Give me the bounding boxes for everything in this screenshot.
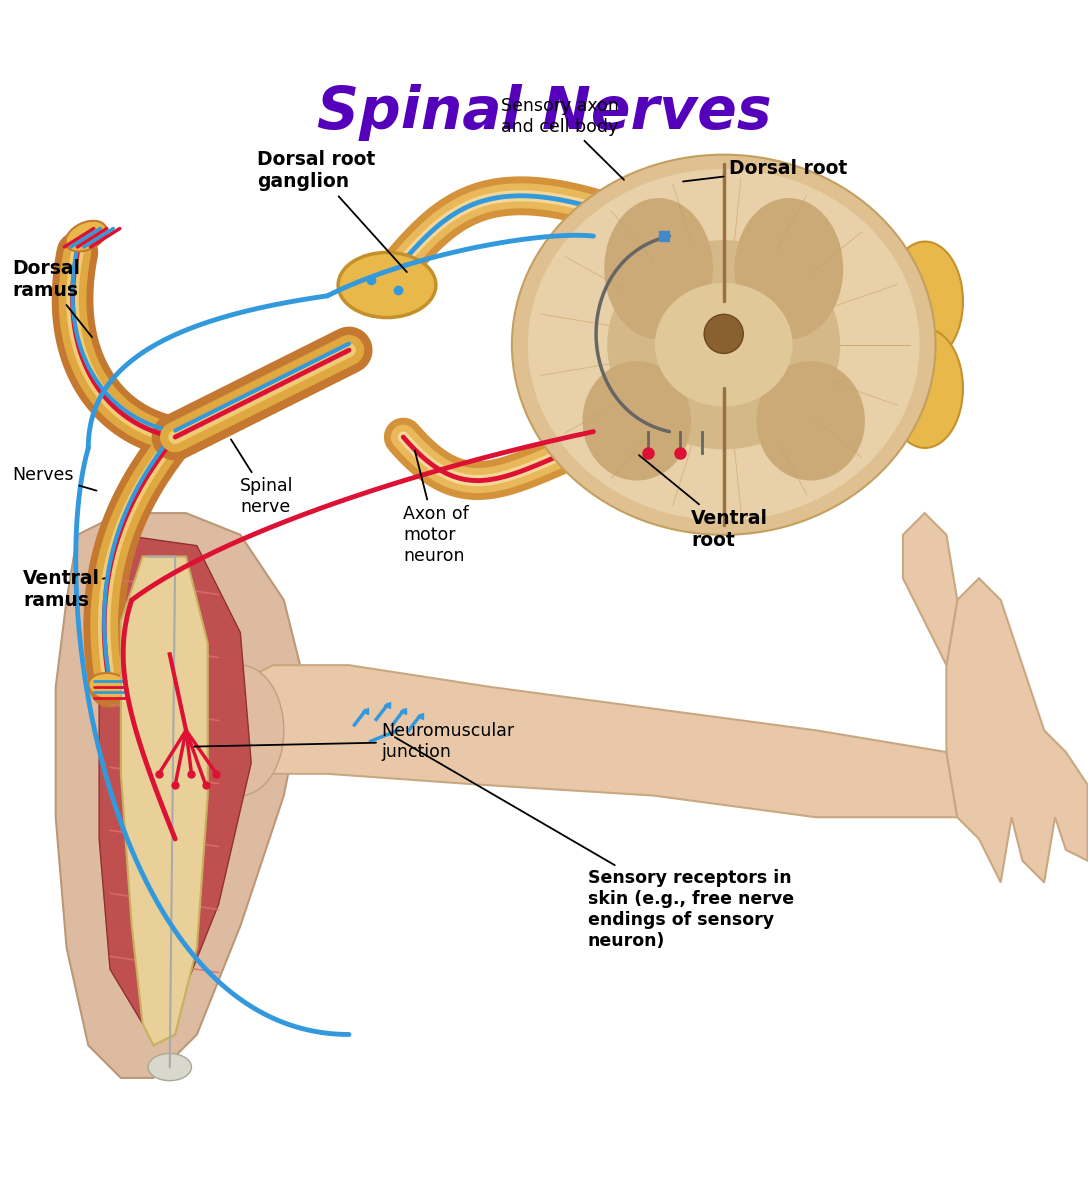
Circle shape bbox=[705, 314, 744, 354]
Ellipse shape bbox=[757, 361, 865, 480]
Ellipse shape bbox=[886, 329, 963, 448]
Text: Dorsal root: Dorsal root bbox=[683, 160, 847, 181]
Ellipse shape bbox=[512, 155, 935, 535]
Text: Ventral
root: Ventral root bbox=[639, 455, 768, 550]
Ellipse shape bbox=[604, 198, 713, 340]
Text: Dorsal
ramus: Dorsal ramus bbox=[12, 259, 91, 337]
Text: Nerves: Nerves bbox=[12, 466, 97, 491]
Ellipse shape bbox=[654, 283, 793, 407]
Ellipse shape bbox=[65, 221, 107, 252]
Ellipse shape bbox=[338, 252, 436, 318]
Text: Dorsal root
ganglion: Dorsal root ganglion bbox=[257, 150, 407, 272]
Polygon shape bbox=[99, 535, 252, 1024]
Ellipse shape bbox=[148, 1054, 192, 1081]
Ellipse shape bbox=[735, 198, 843, 340]
Ellipse shape bbox=[886, 241, 963, 361]
Polygon shape bbox=[903, 514, 957, 665]
Ellipse shape bbox=[197, 665, 284, 796]
Text: Sensory axon
and cell body: Sensory axon and cell body bbox=[501, 97, 624, 180]
Text: Spinal
nerve: Spinal nerve bbox=[231, 439, 294, 516]
Ellipse shape bbox=[583, 361, 692, 480]
Text: Axon of
motor
neuron: Axon of motor neuron bbox=[403, 451, 469, 565]
Polygon shape bbox=[121, 557, 208, 1045]
Polygon shape bbox=[219, 665, 957, 817]
Ellipse shape bbox=[528, 169, 919, 521]
Text: Neuromuscular
junction: Neuromuscular junction bbox=[194, 722, 515, 761]
Text: Sensory receptors in
skin (e.g., free nerve
endings of sensory
neuron): Sensory receptors in skin (e.g., free ne… bbox=[395, 737, 794, 949]
Polygon shape bbox=[946, 578, 1088, 882]
Ellipse shape bbox=[88, 673, 132, 701]
Polygon shape bbox=[56, 514, 306, 1078]
Text: Ventral
ramus: Ventral ramus bbox=[23, 569, 105, 610]
Ellipse shape bbox=[608, 240, 841, 449]
Text: Spinal Nerves: Spinal Nerves bbox=[317, 84, 772, 142]
